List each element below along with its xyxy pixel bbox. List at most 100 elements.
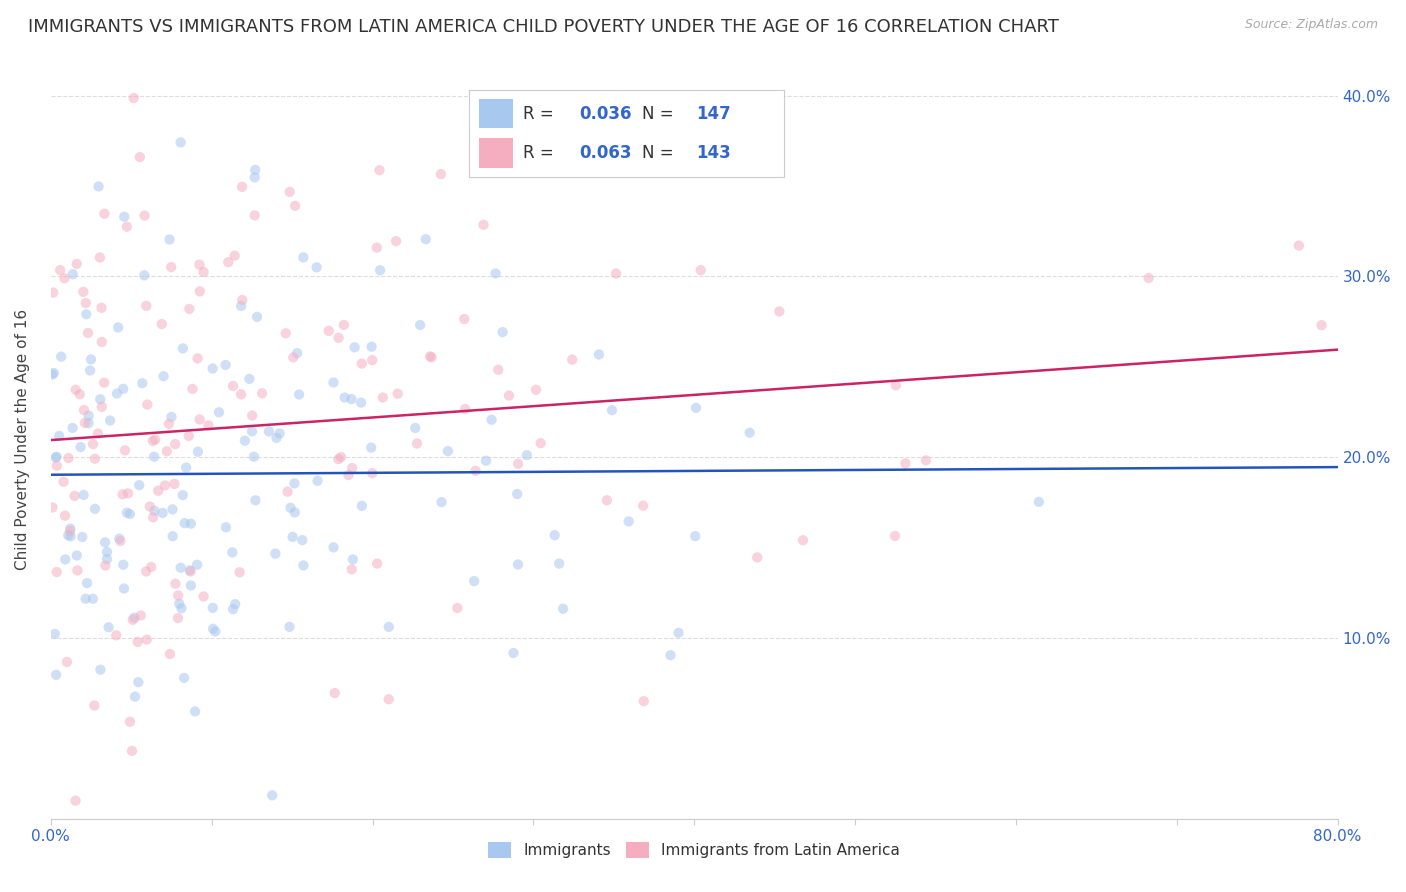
Point <box>186 558 208 572</box>
Point <box>59 522 82 536</box>
Point <box>87 179 110 194</box>
Point <box>169 136 191 150</box>
Point <box>180 578 202 592</box>
Point <box>340 562 363 576</box>
Point <box>65 794 87 808</box>
Point <box>269 426 291 441</box>
Point <box>631 499 654 513</box>
Point <box>65 383 87 397</box>
Point <box>430 495 453 509</box>
Point <box>340 461 363 475</box>
Point <box>266 431 288 445</box>
Point <box>524 383 547 397</box>
Point <box>283 351 305 365</box>
Point <box>167 597 190 611</box>
Point <box>77 416 100 430</box>
Point <box>915 453 938 467</box>
Point <box>66 549 89 563</box>
Point <box>152 506 174 520</box>
Point <box>633 694 655 708</box>
Point <box>659 648 682 663</box>
Point <box>350 357 373 371</box>
Point <box>93 376 115 390</box>
Point <box>162 502 184 516</box>
Point <box>53 271 76 285</box>
Point <box>94 558 117 573</box>
Point <box>506 487 529 501</box>
Point <box>76 576 98 591</box>
Point <box>135 299 157 313</box>
Point <box>184 705 207 719</box>
Point <box>188 285 211 299</box>
Point <box>127 675 149 690</box>
Point <box>135 632 157 647</box>
Point <box>107 320 129 334</box>
Point <box>453 312 475 326</box>
Point <box>188 258 211 272</box>
Point <box>180 516 202 531</box>
Point <box>292 251 315 265</box>
Point <box>63 489 86 503</box>
Point <box>506 457 529 471</box>
Point <box>45 668 67 682</box>
Point <box>108 532 131 546</box>
Point <box>464 464 486 478</box>
Point <box>284 505 307 519</box>
Point <box>143 504 166 518</box>
Point <box>90 400 112 414</box>
Y-axis label: Child Poverty Under the Age of 16: Child Poverty Under the Age of 16 <box>15 309 30 570</box>
Point <box>45 565 67 579</box>
Point <box>340 392 363 406</box>
Point <box>187 351 209 366</box>
Point <box>894 456 917 470</box>
Point <box>52 475 75 489</box>
Point <box>204 624 226 639</box>
Point <box>274 326 297 341</box>
Point <box>129 608 152 623</box>
Point <box>143 433 166 447</box>
Point <box>231 179 253 194</box>
Point <box>516 448 538 462</box>
Point <box>159 232 181 246</box>
Point <box>97 620 120 634</box>
Point <box>94 535 117 549</box>
Point <box>685 401 707 415</box>
Point <box>75 591 97 606</box>
Point <box>229 387 252 401</box>
Point <box>233 434 256 448</box>
Point <box>281 530 304 544</box>
Point <box>134 268 156 283</box>
Point <box>90 301 112 315</box>
Point <box>446 601 468 615</box>
Point <box>215 520 238 534</box>
Point <box>240 425 263 439</box>
Point <box>172 342 194 356</box>
Point <box>551 601 574 615</box>
Point <box>122 91 145 105</box>
Point <box>307 474 329 488</box>
Point <box>179 563 201 577</box>
Point <box>105 628 128 642</box>
Point <box>283 476 305 491</box>
Point <box>250 386 273 401</box>
Point <box>83 698 105 713</box>
Point <box>278 620 301 634</box>
Point <box>415 232 437 246</box>
Point <box>173 516 195 531</box>
Point <box>112 558 135 572</box>
Point <box>278 185 301 199</box>
Point <box>193 265 215 279</box>
Point <box>404 421 426 435</box>
Point <box>224 249 246 263</box>
Point <box>42 285 65 300</box>
Point <box>58 451 80 466</box>
Point <box>115 219 138 234</box>
Point <box>329 450 352 464</box>
Point <box>181 382 204 396</box>
Point <box>174 460 197 475</box>
Point <box>66 257 89 271</box>
Point <box>66 563 89 577</box>
Point <box>243 208 266 222</box>
Point <box>121 744 143 758</box>
Point <box>1137 271 1160 285</box>
